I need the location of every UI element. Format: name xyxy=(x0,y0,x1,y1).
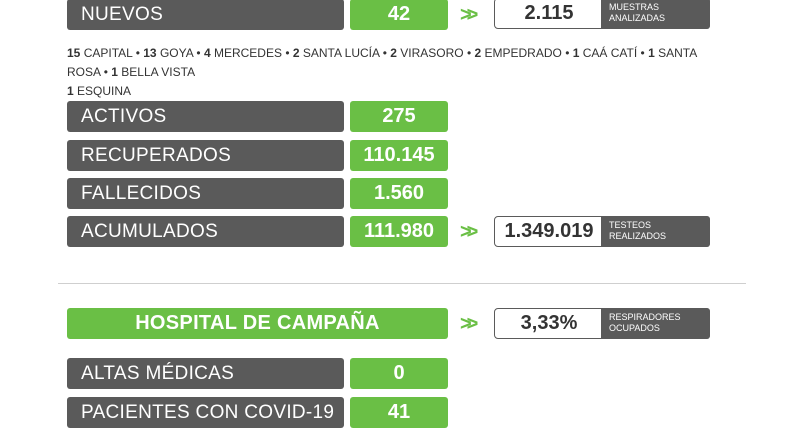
hospital-title: HOSPITAL DE CAMPAÑA xyxy=(67,308,448,339)
hospital-stat-label: PACIENTES CON COVID-19 xyxy=(67,397,344,428)
hospital-stat-value: 41 xyxy=(350,397,448,428)
muestras-caption-line1: MUESTRAS xyxy=(609,2,660,12)
town-separator: • xyxy=(561,46,573,60)
stat-value: 275 xyxy=(350,101,448,132)
nuevos-label: NUEVOS xyxy=(67,0,344,30)
chevron-right-icon: >> xyxy=(460,313,478,335)
town-separator: • xyxy=(100,65,112,79)
town-name: BELLA VISTA xyxy=(117,65,196,79)
muestras-caption: MUESTRAS ANALIZADAS xyxy=(601,0,710,29)
town-item: 15 CAPITAL xyxy=(67,46,132,60)
respiradores-caption: RESPIRADORES OCUPADOS xyxy=(601,308,710,339)
town-item: 2 SANTA LUCÍA xyxy=(293,46,380,60)
hospital-stat-value: 0 xyxy=(350,358,448,389)
section-divider xyxy=(58,283,746,284)
town-name: ESQUINA xyxy=(73,84,132,98)
town-name: CAPITAL xyxy=(80,46,133,60)
town-count: 1 xyxy=(648,46,655,60)
chevron-right-icon: >> xyxy=(460,221,478,243)
town-name: CAÁ CATÍ xyxy=(579,46,638,60)
town-name: SANTA ROSA xyxy=(67,46,697,79)
hospital-stat-label: ALTAS MÉDICAS xyxy=(67,358,344,389)
stat-value: 110.145 xyxy=(350,140,448,171)
stat-label: ACUMULADOS xyxy=(67,216,344,247)
town-count: 4 xyxy=(203,46,211,60)
town-item: 2 VIRASORO xyxy=(390,46,463,60)
stat-value: 1.560 xyxy=(350,178,448,209)
stat-label: ACTIVOS xyxy=(67,101,344,132)
town-item: 2 EMPEDRADO xyxy=(474,46,561,60)
town-count: 1 xyxy=(572,46,580,60)
town-item: 1 SANTA ROSA xyxy=(67,46,697,79)
town-count: 2 xyxy=(474,46,482,60)
town-separator: • xyxy=(281,46,293,60)
town-separator: • xyxy=(379,46,391,60)
muestras-value: 2.115 xyxy=(524,2,574,24)
town-count: 13 xyxy=(143,46,157,60)
testeos-caption: TESTEOS REALIZADOS xyxy=(601,216,710,247)
town-item: 4 MERCEDES xyxy=(204,46,282,60)
stat-label: RECUPERADOS xyxy=(67,140,344,171)
muestras-caption-line2: ANALIZADAS xyxy=(609,13,666,23)
stat-value: 111.980 xyxy=(350,216,448,247)
town-count: 2 xyxy=(390,46,397,60)
respiradores-box: 3,33% RESPIRADORES OCUPADOS xyxy=(494,308,710,339)
towns-breakdown: 15 CAPITAL • 13 GOYA • 4 MERCEDES • 2 SA… xyxy=(67,44,727,101)
town-separator: • xyxy=(637,46,649,60)
town-name: SANTA LUCÍA xyxy=(299,46,380,60)
town-name: GOYA xyxy=(156,46,194,60)
stat-label: FALLECIDOS xyxy=(67,178,344,209)
testeos-caption-line2: REALIZADOS xyxy=(609,231,667,241)
respiradores-caption-line1: RESPIRADORES xyxy=(609,312,681,322)
testeos-caption-line1: TESTEOS xyxy=(609,220,652,230)
town-count: 1 xyxy=(67,84,74,98)
town-count: 2 xyxy=(292,46,300,60)
town-name: VIRASORO xyxy=(396,46,464,60)
town-name: MERCEDES xyxy=(210,46,282,60)
muestras-box: 2.115 MUESTRAS ANALIZADAS xyxy=(494,0,710,29)
town-separator: • xyxy=(463,46,475,60)
respiradores-caption-line2: OCUPADOS xyxy=(609,323,660,333)
town-item: 1 BELLA VISTA xyxy=(111,65,195,79)
town-count: 15 xyxy=(67,46,81,60)
testeos-box: 1.349.019 TESTEOS REALIZADOS xyxy=(494,216,710,247)
chevron-right-icon: >> xyxy=(460,4,478,26)
town-count: 1 xyxy=(111,65,118,79)
town-item: 1 ESQUINA xyxy=(67,84,131,98)
respiradores-value: 3,33% xyxy=(520,312,578,334)
town-item: 13 GOYA xyxy=(143,46,193,60)
town-item: 1 CAÁ CATÍ xyxy=(573,46,637,60)
town-separator: • xyxy=(132,46,144,60)
town-separator: • xyxy=(193,46,204,60)
testeos-value: 1.349.019 xyxy=(504,220,594,242)
nuevos-value: 42 xyxy=(350,0,448,30)
town-name: EMPEDRADO xyxy=(481,46,562,60)
